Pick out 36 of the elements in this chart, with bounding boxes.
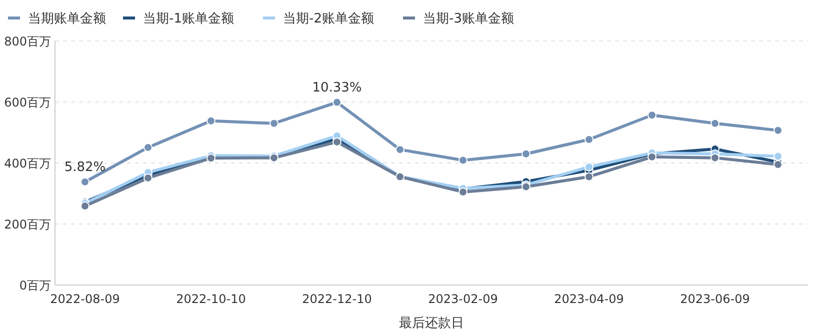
legend-label: 当期-1账单金额 (143, 12, 234, 26)
x-tick-label: 2023-02-09 (428, 292, 498, 306)
y-tick-label: 400百万 (4, 156, 51, 170)
point (584, 162, 594, 172)
x-axis-title: 最后还款日 (399, 316, 464, 331)
point (332, 137, 342, 146)
x-tick-label: 2022-10-10 (176, 292, 246, 306)
point (522, 149, 530, 158)
point (774, 126, 782, 135)
point (458, 156, 468, 165)
y-tick-label: 200百万 (4, 218, 51, 232)
point (648, 110, 656, 120)
y-tick-label: 600百万 (4, 96, 51, 110)
point (774, 152, 782, 161)
legend-label: 当期-3账单金额 (423, 12, 514, 26)
point (710, 153, 720, 162)
x-tick-label: 2023-04-09 (554, 292, 624, 306)
point (458, 187, 468, 196)
y-tick-label: 0百万 (19, 278, 51, 292)
point (584, 172, 594, 182)
x-tick-label: 2022-08-09 (50, 292, 120, 306)
x-tick-label: 2022-12-10 (302, 292, 372, 306)
annotation: 5.82% (64, 160, 106, 175)
point (396, 145, 404, 154)
point (332, 98, 342, 107)
point (270, 118, 278, 128)
point (710, 118, 720, 128)
legend-label: 当期账单金额 (28, 12, 106, 26)
point (144, 173, 152, 182)
x-tick-label: 2023-06-09 (680, 292, 750, 306)
point (206, 116, 216, 126)
y-tick-label: 800百万 (4, 34, 51, 48)
point (80, 177, 90, 186)
point (648, 152, 656, 162)
legend-label: 当期-2账单金额 (283, 12, 374, 26)
annotation: 10.33% (312, 80, 362, 96)
